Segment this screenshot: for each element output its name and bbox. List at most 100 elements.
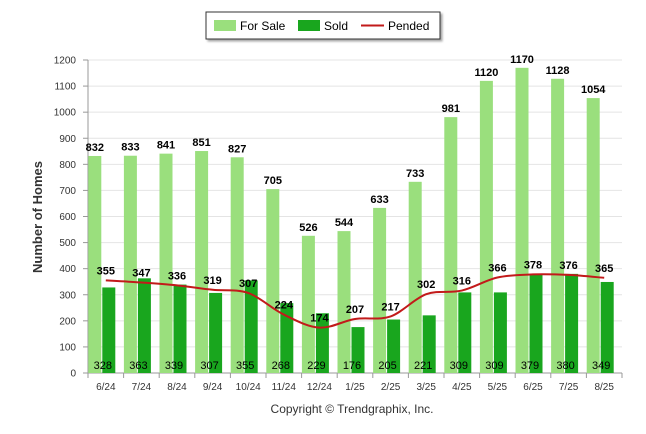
bar-sold <box>137 278 151 373</box>
x-tick-label: 10/24 <box>236 382 261 393</box>
label-for-sale: 705 <box>264 175 282 187</box>
label-sold: 363 <box>129 360 147 372</box>
bar-for-sale <box>195 151 209 373</box>
legend: For Sale Sold Pended <box>205 11 441 40</box>
bar-for-sale <box>159 153 173 373</box>
label-pended: 378 <box>524 259 542 271</box>
label-pended: 307 <box>239 278 257 290</box>
label-pended: 316 <box>453 276 471 288</box>
label-for-sale: 981 <box>442 103 460 115</box>
bar-sold <box>600 281 614 373</box>
x-tick-label: 2/25 <box>381 382 401 393</box>
bar-sold <box>102 287 116 373</box>
bar-sold <box>244 280 258 373</box>
y-tick-label: 600 <box>59 212 76 223</box>
label-for-sale: 841 <box>157 140 175 152</box>
bar-sold <box>387 319 401 373</box>
x-tick-label: 1/25 <box>345 382 365 393</box>
label-for-sale: 544 <box>335 217 354 229</box>
bar-sold <box>209 292 223 373</box>
label-sold: 205 <box>378 360 396 372</box>
y-tick-label: 900 <box>59 134 76 145</box>
label-sold: 339 <box>165 360 183 372</box>
label-pended: 174 <box>310 313 329 325</box>
bar-sold <box>458 292 472 373</box>
label-pended: 376 <box>559 260 577 272</box>
bar-sold <box>565 273 579 373</box>
y-tick-label: 0 <box>70 369 76 380</box>
x-tick-label: 6/25 <box>523 382 543 393</box>
label-pended: 302 <box>417 279 435 291</box>
y-tick-label: 500 <box>59 238 76 249</box>
label-pended: 365 <box>595 263 613 275</box>
pended-line <box>105 273 605 329</box>
x-tick-label: 4/25 <box>452 382 472 393</box>
label-pended: 347 <box>132 267 150 279</box>
label-for-sale: 633 <box>370 194 388 206</box>
bar-for-sale <box>515 67 529 373</box>
label-sold: 379 <box>521 360 539 372</box>
legend-label-for-sale: For Sale <box>240 19 286 33</box>
bar-for-sale <box>88 155 102 373</box>
label-pended: 355 <box>97 265 115 277</box>
bar-for-sale <box>586 98 600 373</box>
y-tick-label: 200 <box>59 316 76 327</box>
y-tick-label: 700 <box>59 186 76 197</box>
y-tick-label: 1200 <box>54 56 77 67</box>
y-axis-label: Number of Homes <box>30 161 45 273</box>
bar-for-sale <box>301 235 315 373</box>
y-tick-label: 100 <box>59 342 76 353</box>
label-sold: 349 <box>592 360 610 372</box>
bar-sold <box>493 292 507 373</box>
bar-sold <box>173 284 187 373</box>
label-for-sale: 832 <box>86 142 104 154</box>
label-for-sale: 526 <box>299 222 317 234</box>
bar-for-sale <box>123 155 137 373</box>
label-sold: 355 <box>236 360 254 372</box>
x-tick-label: 11/24 <box>272 382 297 393</box>
x-tick-label: 9/24 <box>203 382 223 393</box>
bar-for-sale <box>337 231 351 373</box>
label-pended: 217 <box>381 301 399 313</box>
bar-for-sale <box>444 117 458 373</box>
copyright-text: Copyright © Trendgraphix, Inc. <box>271 402 434 416</box>
x-tick-label: 7/24 <box>132 382 152 393</box>
legend-swatch-for-sale <box>214 20 236 31</box>
label-for-sale: 827 <box>228 143 246 155</box>
bar-for-sale <box>479 80 493 373</box>
bar-for-sale <box>373 207 387 373</box>
y-tick-label: 1100 <box>54 82 76 93</box>
label-pended: 336 <box>168 270 186 282</box>
label-sold: 229 <box>307 360 325 372</box>
data-labels: 832 328 833 363 841 339 851 307 827 355 705 268 526 2… <box>86 54 614 372</box>
label-for-sale: 1170 <box>510 54 534 66</box>
label-pended: 319 <box>203 275 221 287</box>
legend-label-sold: Sold <box>324 19 348 33</box>
x-tick-label: 3/25 <box>416 382 436 393</box>
y-tick-label: 1000 <box>54 108 77 119</box>
label-for-sale: 733 <box>406 168 424 180</box>
y-tick-label: 800 <box>59 160 76 171</box>
x-tick-label: 12/24 <box>307 382 332 393</box>
x-tick-label: 8/24 <box>167 382 187 393</box>
x-tick-label: 5/25 <box>488 382 508 393</box>
label-sold: 221 <box>414 360 432 372</box>
bar-sold <box>351 327 365 373</box>
label-pended: 207 <box>346 304 364 316</box>
y-tick-label: 300 <box>59 290 76 301</box>
x-tick-label: 6/24 <box>96 382 116 393</box>
label-for-sale: 851 <box>192 137 210 149</box>
x-tick-label: 8/25 <box>594 382 614 393</box>
y-axis: 0 100 200 300 400 500 600 700 800 900 1000 1100 1200 <box>54 56 89 380</box>
legend-box <box>205 11 441 40</box>
label-sold: 380 <box>556 360 574 372</box>
label-for-sale: 1054 <box>581 84 606 96</box>
label-pended: 366 <box>488 263 506 275</box>
label-sold: 268 <box>272 360 290 372</box>
legend-swatch-sold <box>298 20 320 31</box>
bar-for-sale <box>408 181 422 373</box>
label-for-sale: 1128 <box>546 65 570 77</box>
label-sold: 309 <box>450 360 468 372</box>
pended-line-path <box>105 273 605 329</box>
